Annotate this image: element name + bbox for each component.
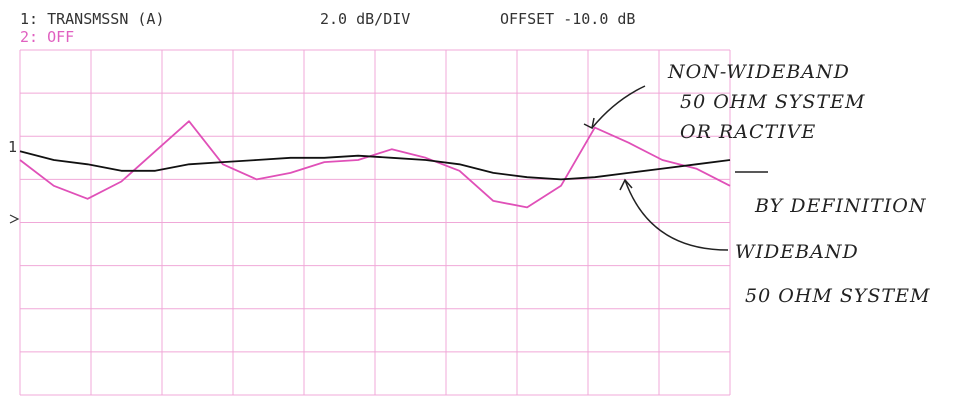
arrow <box>591 85 646 129</box>
trace-2-label: 2: OFF <box>20 28 74 46</box>
trace <box>19 120 731 209</box>
arrowhead <box>619 178 633 191</box>
annotation: BY DEFINITION <box>754 195 927 217</box>
annotation: OR RACTIVE <box>680 121 816 143</box>
scale-label: 2.0 dB/DIV <box>320 10 410 28</box>
annotation: 50 OHM SYSTEM <box>680 91 865 113</box>
reference-marker: 1 <box>8 138 17 156</box>
trace-1-label: 1: TRANSMSSN (A) <box>20 10 165 28</box>
offset-label: OFFSET -10.0 dB <box>500 10 635 28</box>
arrow <box>624 179 729 251</box>
trace <box>19 150 731 181</box>
arrowhead <box>583 117 595 130</box>
annotation: WIDEBAND <box>735 241 859 263</box>
annotation: NON-WIDEBAND <box>667 61 850 83</box>
marker <box>9 214 20 224</box>
annotation: 50 OHM SYSTEM <box>745 285 930 307</box>
